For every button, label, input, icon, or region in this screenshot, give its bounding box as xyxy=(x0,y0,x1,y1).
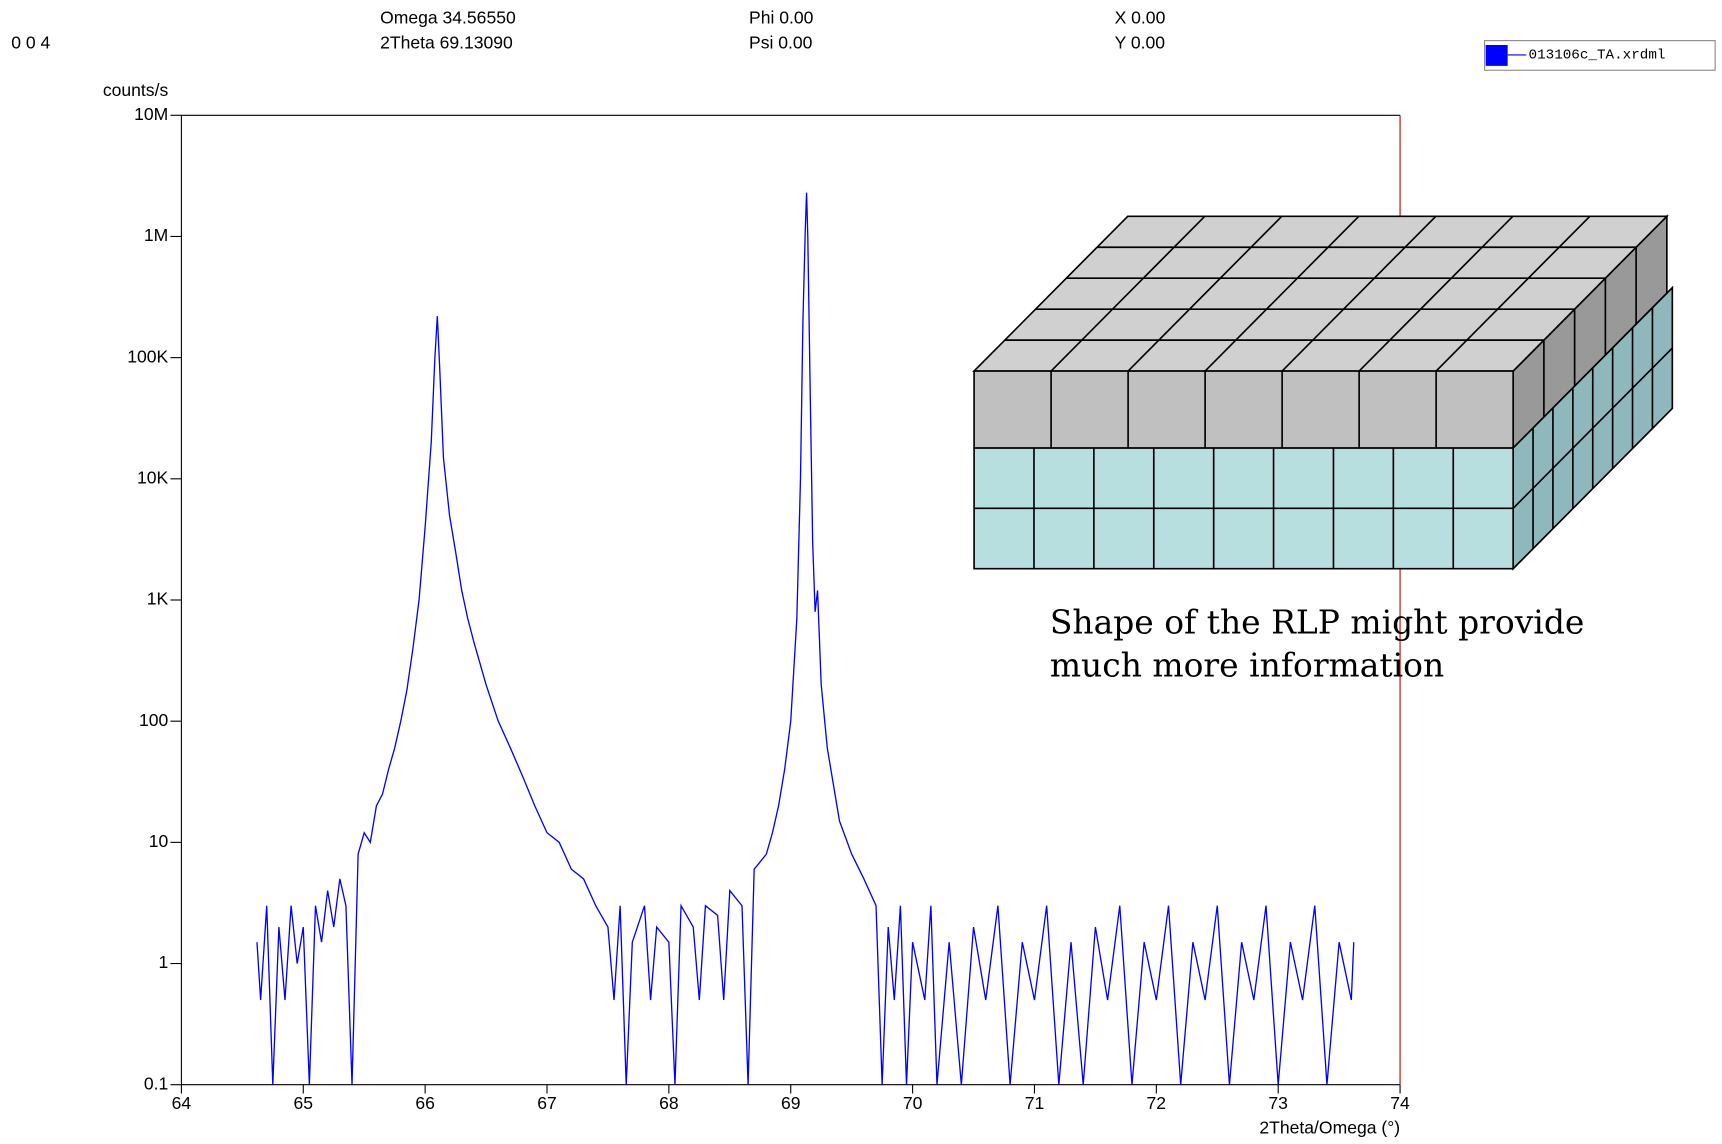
block-edge xyxy=(1435,215,1591,372)
y-tick-label: 10K xyxy=(137,467,169,487)
x-axis-label: 2Theta/Omega (°) xyxy=(1259,1117,1400,1137)
x-tick-label: 65 xyxy=(294,1093,314,1113)
x-tick-label: 70 xyxy=(903,1093,923,1113)
block-edge xyxy=(1512,347,1673,509)
omega-label: Omega 34.56550 xyxy=(380,7,516,27)
legend-label: 013106c_TA.xrdml xyxy=(1529,48,1666,64)
phi-label: Phi 0.00 xyxy=(749,7,814,27)
x-tick-label: 67 xyxy=(537,1093,557,1113)
y-tick-label: 100 xyxy=(139,710,169,730)
x-tick-label: 69 xyxy=(781,1093,801,1113)
y-tick-label: 10 xyxy=(149,831,169,851)
x-tick-label: 71 xyxy=(1025,1093,1045,1113)
block-edge xyxy=(1281,215,1437,372)
rlp-block-diagram xyxy=(972,214,1674,571)
block-edge xyxy=(1358,215,1514,372)
y-tick-label: 10M xyxy=(134,104,168,124)
x-tick-label: 72 xyxy=(1147,1093,1167,1113)
x-tick-label: 64 xyxy=(172,1093,192,1113)
x-tick-label: 73 xyxy=(1268,1093,1288,1113)
two-theta-label: 2Theta 69.13090 xyxy=(380,33,513,53)
block-edge xyxy=(1127,215,1283,372)
legend: 013106c_TA.xrdml xyxy=(1484,40,1716,71)
y-tick-label: 1 xyxy=(158,952,168,972)
y-tick-label: 0.1 xyxy=(144,1073,168,1093)
y-tick-label: 1K xyxy=(147,589,169,609)
legend-swatch xyxy=(1485,45,1508,66)
reflection-label: 0 0 4 xyxy=(11,33,50,53)
y-tick-label: 100K xyxy=(127,346,168,366)
x-tick-label: 68 xyxy=(659,1093,679,1113)
y-pos-label: Y 0.00 xyxy=(1115,33,1166,53)
gray-front xyxy=(973,370,1514,449)
data-line xyxy=(256,192,1355,1085)
psi-label: Psi 0.00 xyxy=(749,33,813,53)
y-tick-label: 1M xyxy=(144,225,168,245)
x-pos-label: X 0.00 xyxy=(1115,7,1166,27)
plot-area: 0.1 1 10 100 1K 10K 100K 1M 10M 64 65 66 67 68 69 70 71 7… xyxy=(127,104,1410,1113)
block-edge xyxy=(1204,215,1360,372)
x-tick-label: 66 xyxy=(415,1093,435,1113)
annotation: much more information xyxy=(1050,646,1444,685)
block-edge xyxy=(1050,215,1206,372)
y-axis-label: counts/s xyxy=(103,80,169,100)
x-tick-label: 74 xyxy=(1390,1093,1410,1113)
annotation: Shape of the RLP might provide xyxy=(1050,603,1585,642)
